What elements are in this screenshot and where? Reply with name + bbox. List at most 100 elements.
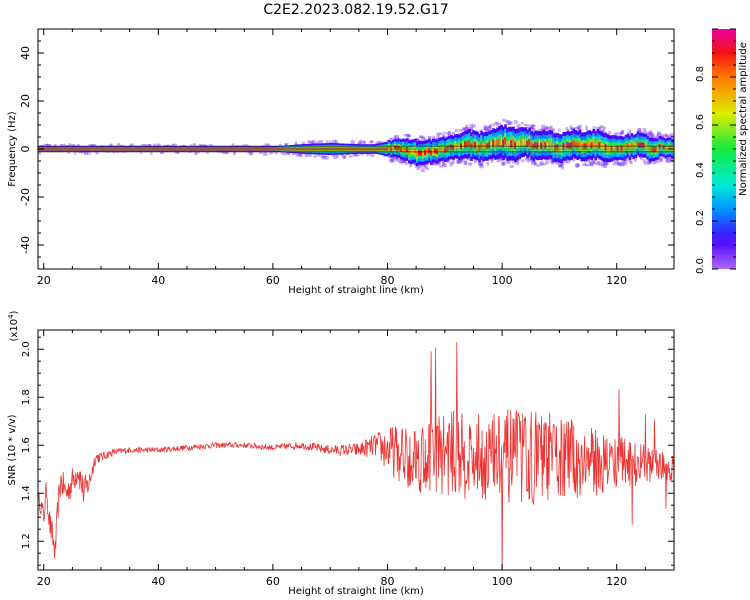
heatmap-cell xyxy=(624,144,628,150)
heatmap-speckle xyxy=(530,160,535,165)
heatmap-speckle xyxy=(420,137,425,140)
heatmap-speckle xyxy=(407,138,412,142)
heatmap-speckle xyxy=(403,134,407,137)
heatmap-speckle xyxy=(76,144,80,148)
heatmap-speckle xyxy=(46,143,52,147)
heatmap-cell xyxy=(610,145,614,152)
heatmap-speckle xyxy=(84,151,89,155)
heatmap-speckle xyxy=(316,140,320,144)
x-tick-label: 120 xyxy=(606,575,627,588)
heatmap-speckle xyxy=(558,163,563,168)
heatmap-speckle xyxy=(523,123,527,126)
heatmap-speckle xyxy=(516,160,520,165)
heatmap-cell xyxy=(466,141,469,148)
x-tick-label: 120 xyxy=(606,274,627,287)
x-tick-label: 20 xyxy=(37,575,51,588)
heatmap-speckle xyxy=(483,126,488,131)
y-scale-label: (x104) xyxy=(7,310,20,341)
heatmap-speckle xyxy=(394,135,399,140)
heatmap-speckle xyxy=(129,143,134,148)
heatmap-speckle xyxy=(404,162,409,166)
heatmap-speckle xyxy=(552,128,555,132)
heatmap-speckle xyxy=(283,152,287,156)
heatmap-speckle xyxy=(389,137,393,141)
heatmap-speckle xyxy=(326,139,329,144)
heatmap-speckle xyxy=(638,131,642,135)
heatmap-cell xyxy=(412,148,415,154)
heatmap-speckle xyxy=(538,128,542,133)
x-tick-label: 60 xyxy=(266,274,280,287)
heatmap-speckle xyxy=(479,161,484,165)
heatmap-speckle xyxy=(417,164,421,169)
heatmap-speckle xyxy=(394,157,399,160)
x-tick-label: 40 xyxy=(151,575,165,588)
heatmap-speckle xyxy=(310,141,314,145)
heatmap-speckle xyxy=(432,161,437,166)
page-title: C2E2.2023.082.19.52.G17 xyxy=(263,2,449,18)
colorbar-tick-label: 0.4 xyxy=(695,162,706,178)
heatmap-speckle xyxy=(463,161,467,166)
heatmap-speckle xyxy=(225,150,229,154)
heatmap-speckle xyxy=(536,164,540,167)
heatmap-speckle xyxy=(575,163,580,168)
heatmap-speckle xyxy=(45,143,50,148)
heatmap-speckle xyxy=(618,163,623,167)
heatmap-speckle xyxy=(502,161,507,165)
heatmap-speckle xyxy=(634,158,637,162)
heatmap-cell xyxy=(576,142,580,149)
heatmap-speckle xyxy=(658,156,663,160)
heatmap-speckle xyxy=(559,162,563,166)
heatmap-cell xyxy=(480,142,483,149)
heatmap-cell xyxy=(596,140,600,147)
y-tick-label: 1.2 xyxy=(21,533,32,549)
heatmap-speckle xyxy=(508,159,511,163)
heatmap-speckle xyxy=(533,161,537,166)
heatmap-speckle xyxy=(455,129,459,132)
heatmap-speckle xyxy=(416,165,420,171)
heatmap-cell xyxy=(418,150,421,156)
heatmap-speckle xyxy=(457,160,463,164)
heatmap-speckle xyxy=(419,164,423,168)
heatmap-speckle xyxy=(516,124,520,129)
heatmap-speckle xyxy=(532,128,536,132)
heatmap-speckle xyxy=(399,160,403,165)
heatmap-speckle xyxy=(357,142,361,146)
heatmap-speckle xyxy=(413,162,418,166)
heatmap-speckle xyxy=(447,131,452,136)
heatmap-speckle xyxy=(437,161,441,165)
heatmap-speckle xyxy=(423,138,427,142)
heatmap-speckle xyxy=(542,163,547,166)
y-tick-label: 0 xyxy=(19,146,32,153)
heatmap-speckle xyxy=(456,160,460,165)
heatmap-speckle xyxy=(349,155,353,158)
heatmap-speckle xyxy=(578,124,582,128)
heatmap-speckle xyxy=(442,163,445,167)
heatmap-speckle xyxy=(664,133,668,137)
heatmap-cell xyxy=(520,138,523,146)
heatmap-speckle xyxy=(529,126,534,130)
heatmap-speckle xyxy=(329,140,332,144)
heatmap-speckle xyxy=(485,128,489,131)
heatmap-speckle xyxy=(462,127,467,132)
heatmap-speckle xyxy=(614,160,618,164)
heatmap-speckle xyxy=(390,158,395,163)
heatmap-cell xyxy=(448,144,451,151)
heatmap-speckle xyxy=(159,151,164,155)
heatmap-speckle xyxy=(583,159,588,163)
heatmap-cell xyxy=(508,139,511,148)
heatmap-cell xyxy=(403,147,407,153)
heatmap-speckle xyxy=(86,150,91,155)
x-tick-label: 80 xyxy=(381,274,395,287)
heatmap-cell xyxy=(648,147,652,153)
heatmap-cell xyxy=(602,144,606,151)
heatmap-cell xyxy=(524,138,527,145)
heatmap-speckle xyxy=(518,123,521,126)
heatmap-speckle xyxy=(565,159,569,164)
heatmap-speckle xyxy=(526,159,530,163)
heatmap-speckle xyxy=(89,145,94,148)
heatmap-speckle xyxy=(566,160,571,164)
heatmap-speckle xyxy=(589,163,594,167)
heatmap-cell xyxy=(450,144,453,150)
heatmap-speckle xyxy=(490,158,494,161)
heatmap-speckle xyxy=(548,157,552,161)
